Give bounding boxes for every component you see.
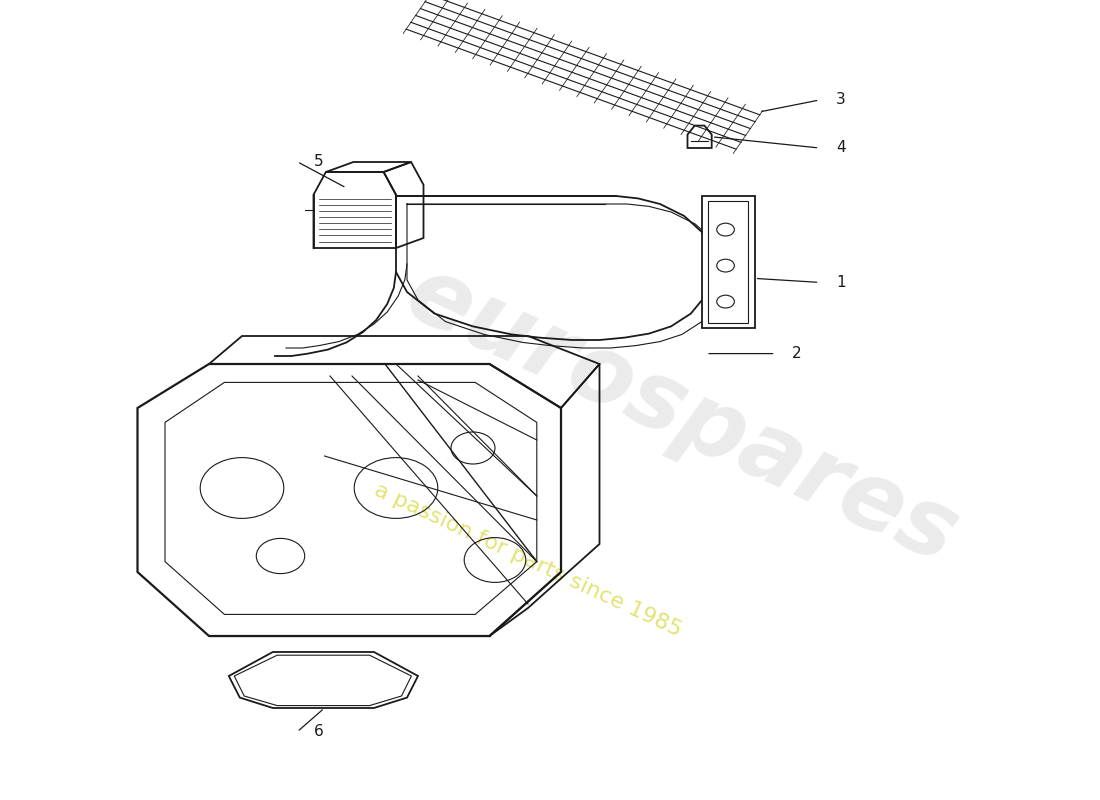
Text: 5: 5 — [314, 154, 323, 169]
Text: 2: 2 — [792, 346, 802, 361]
Text: 4: 4 — [836, 141, 846, 155]
Bar — [702, 196, 755, 328]
Text: eurospares: eurospares — [392, 248, 972, 584]
Bar — [708, 201, 748, 323]
Text: 6: 6 — [314, 725, 323, 739]
Text: 1: 1 — [836, 275, 846, 290]
Text: 3: 3 — [836, 93, 846, 107]
Text: a passion for parts since 1985: a passion for parts since 1985 — [371, 480, 685, 640]
